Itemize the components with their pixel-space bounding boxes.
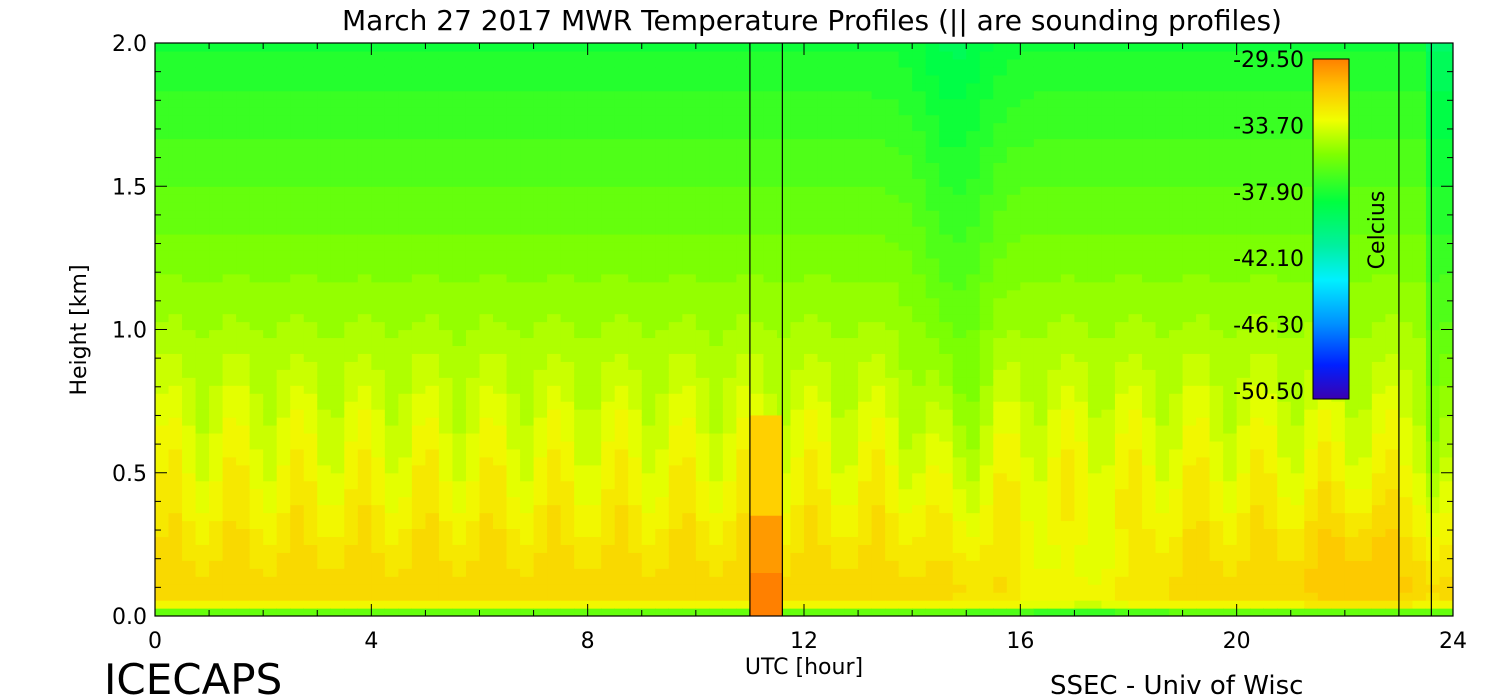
data-gap-column xyxy=(749,573,783,616)
y-tick-label: 1.5 xyxy=(112,175,147,200)
colorbar-gradient xyxy=(1312,58,1350,400)
y-axis: 0.0 0.5 1.0 1.5 2.0 xyxy=(112,32,1453,630)
x-axis-label: UTC [hour] xyxy=(745,655,863,680)
y-axis-label: Height [km] xyxy=(67,264,92,395)
colorbar: -29.50 -33.70 -37.90 -42.10 -46.30 -50.50 Cel… xyxy=(1233,48,1390,405)
x-tick-label: 0 xyxy=(148,629,162,654)
footer-right-credit: SSEC - Univ of Wisc xyxy=(1050,671,1303,700)
x-tick-label: 24 xyxy=(1439,629,1467,654)
y-tick-label: 0.0 xyxy=(112,605,147,630)
x-tick-label: 20 xyxy=(1223,629,1251,654)
x-tick-label: 8 xyxy=(581,629,595,654)
y-tick-label: 2.0 xyxy=(112,32,147,57)
x-tick-label: 12 xyxy=(790,629,818,654)
colorbar-tick-label: -29.50 xyxy=(1233,48,1304,73)
footer-left-logo: ICECAPS xyxy=(104,655,282,700)
chart-title: March 27 2017 MWR Temperature Profiles (… xyxy=(342,4,1282,37)
colorbar-tick-label: -50.50 xyxy=(1233,380,1304,405)
colorbar-tick-label: -33.70 xyxy=(1233,114,1304,139)
heatmap-field xyxy=(155,43,1453,616)
colorbar-label: Celcius xyxy=(1365,191,1390,270)
x-axis: 0 4 8 12 16 20 24 xyxy=(148,43,1467,654)
x-tick-label: 16 xyxy=(1006,629,1034,654)
sounding-markers xyxy=(749,43,1432,616)
x-tick-label: 4 xyxy=(364,629,378,654)
colorbar-tick-label: -37.90 xyxy=(1233,181,1304,206)
y-tick-label: 1.0 xyxy=(112,319,147,344)
colorbar-tick-label: -46.30 xyxy=(1233,314,1304,339)
y-tick-label: 0.5 xyxy=(112,462,147,487)
colorbar-tick-label: -42.10 xyxy=(1233,247,1304,272)
